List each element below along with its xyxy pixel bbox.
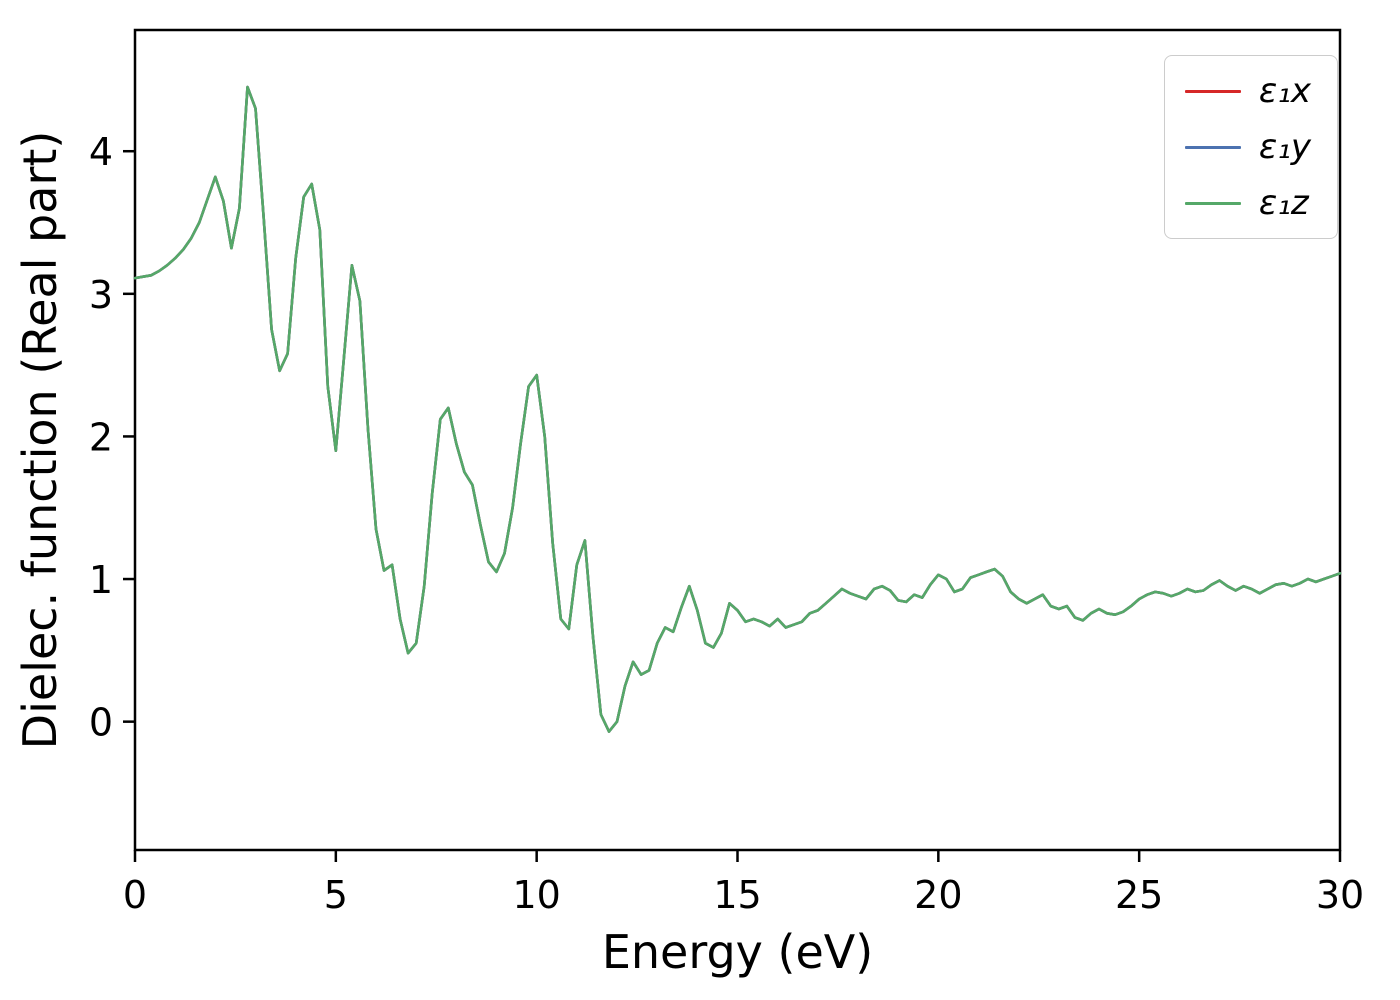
x-tick-label: 10 [512, 873, 560, 917]
y-tick-label: 4 [89, 130, 113, 174]
legend-item-label: ε₁z [1258, 183, 1309, 223]
legend-line-swatch [1184, 89, 1241, 93]
y-axis-label: Dielec. function (Real part) [13, 131, 67, 750]
x-tick-label: 15 [713, 873, 761, 917]
x-axis-label: Energy (eV) [602, 925, 873, 979]
x-tick-label: 30 [1316, 873, 1364, 917]
legend-item-eps1z: ε₁z [1184, 180, 1311, 226]
y-tick-label: 0 [89, 701, 113, 745]
x-tick-label: 25 [1115, 873, 1163, 917]
legend-item-label: ε₁x [1258, 71, 1311, 111]
legend-item-eps1y: ε₁y [1184, 124, 1311, 170]
y-tick-label: 3 [89, 273, 113, 317]
x-tick-label: 5 [324, 873, 348, 917]
series-line-1 [133, 85, 1342, 733]
x-tick-label: 0 [123, 873, 147, 917]
series-line-2 [133, 85, 1342, 733]
legend-item-eps1x: ε₁x [1184, 68, 1311, 114]
x-tick-label: 20 [914, 873, 962, 917]
legend-line-swatch [1184, 201, 1241, 205]
legend-line-swatch [1184, 145, 1241, 149]
y-tick-label: 1 [89, 558, 113, 602]
legend: ε₁x ε₁y ε₁z [1163, 55, 1338, 239]
plot-frame [133, 28, 1342, 852]
series-line-0 [133, 85, 1342, 733]
y-tick-label: 2 [89, 415, 113, 459]
legend-item-label: ε₁y [1258, 127, 1311, 167]
